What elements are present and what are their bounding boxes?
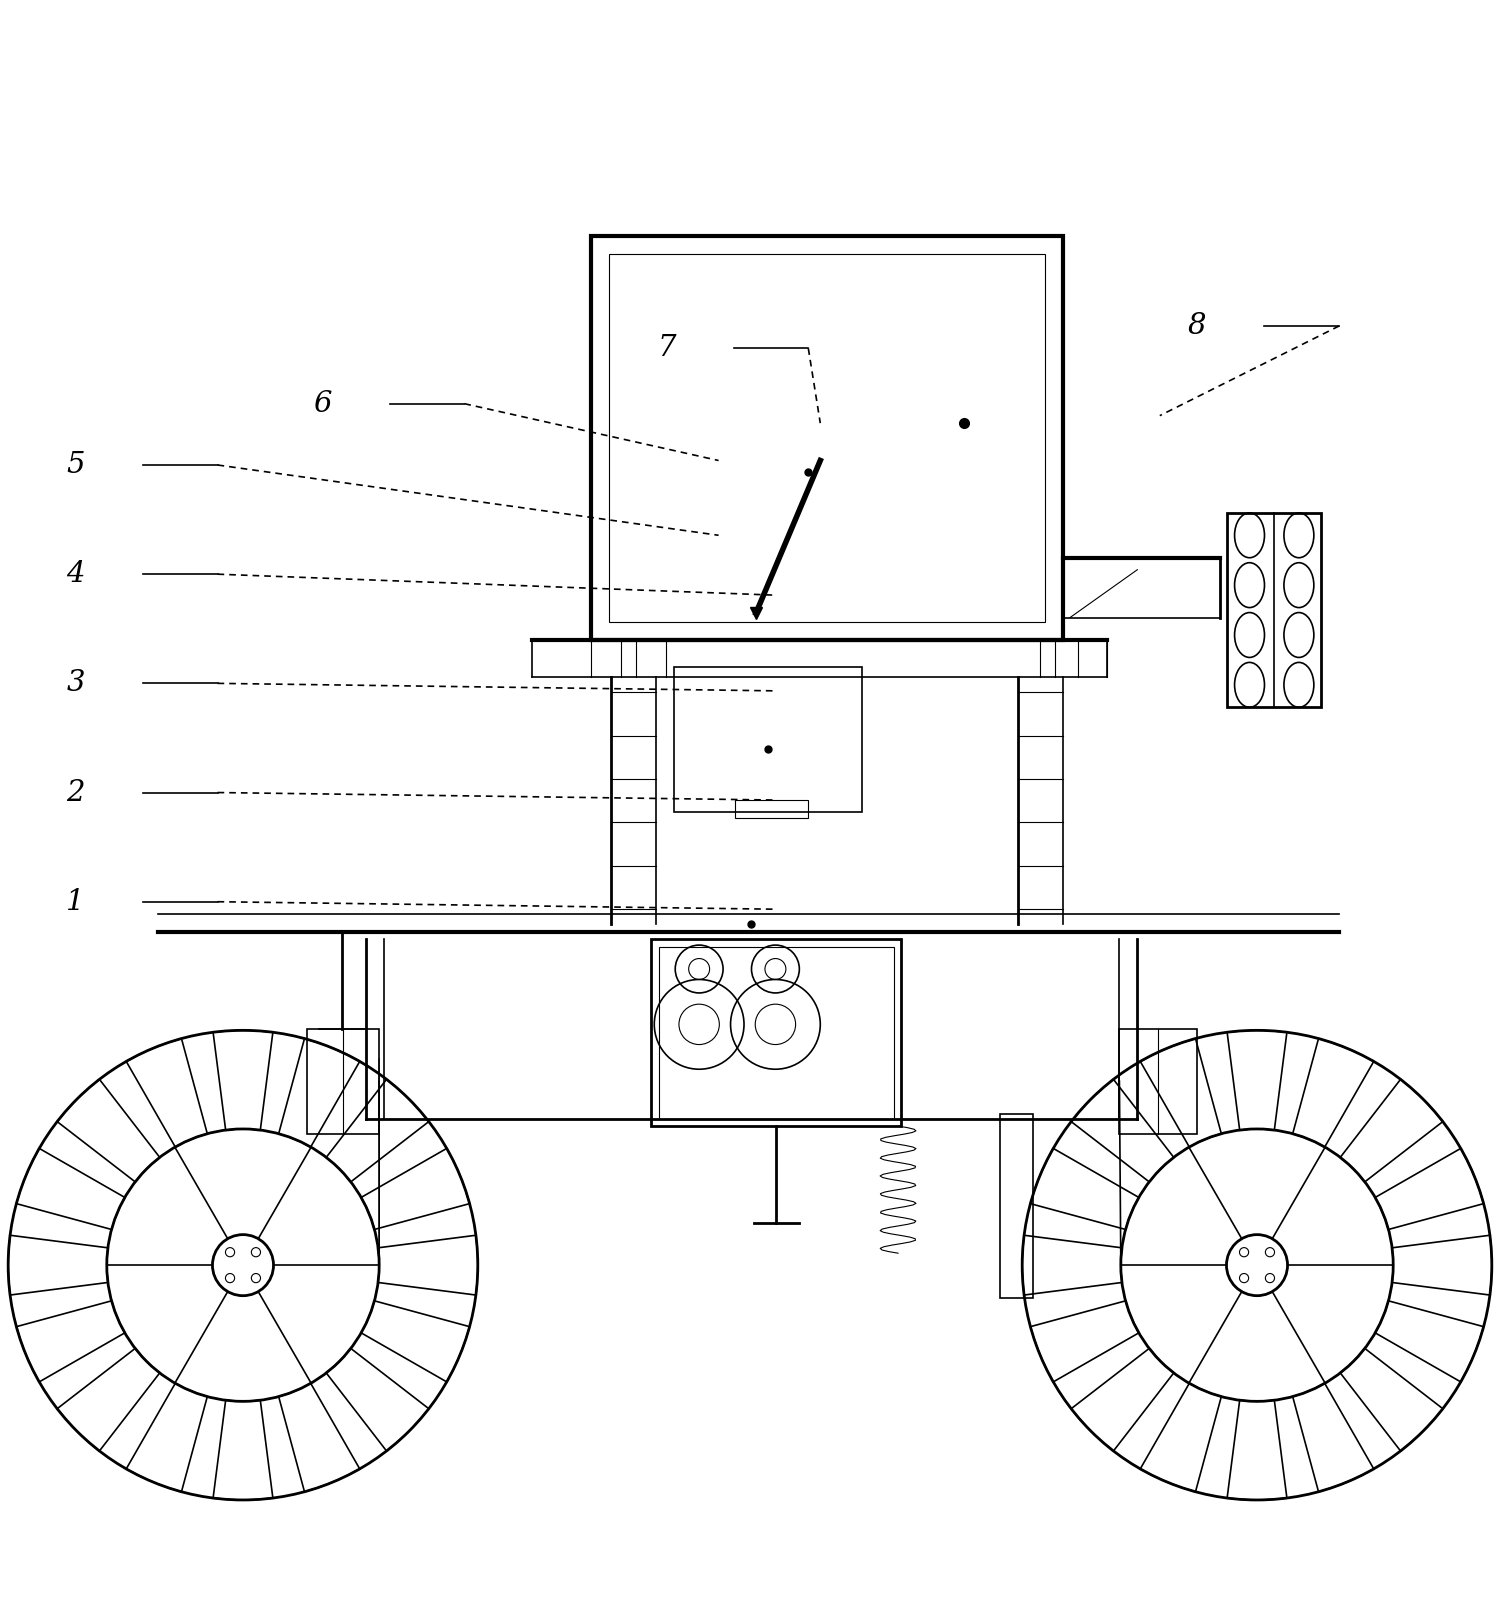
Text: 5: 5: [66, 451, 85, 479]
Text: 3: 3: [66, 669, 85, 697]
Text: 7: 7: [657, 335, 675, 362]
Text: 4: 4: [66, 560, 85, 589]
Text: 6: 6: [313, 389, 331, 418]
Text: 8: 8: [1189, 312, 1207, 339]
Text: 1: 1: [66, 888, 85, 916]
Text: 2: 2: [66, 779, 85, 806]
